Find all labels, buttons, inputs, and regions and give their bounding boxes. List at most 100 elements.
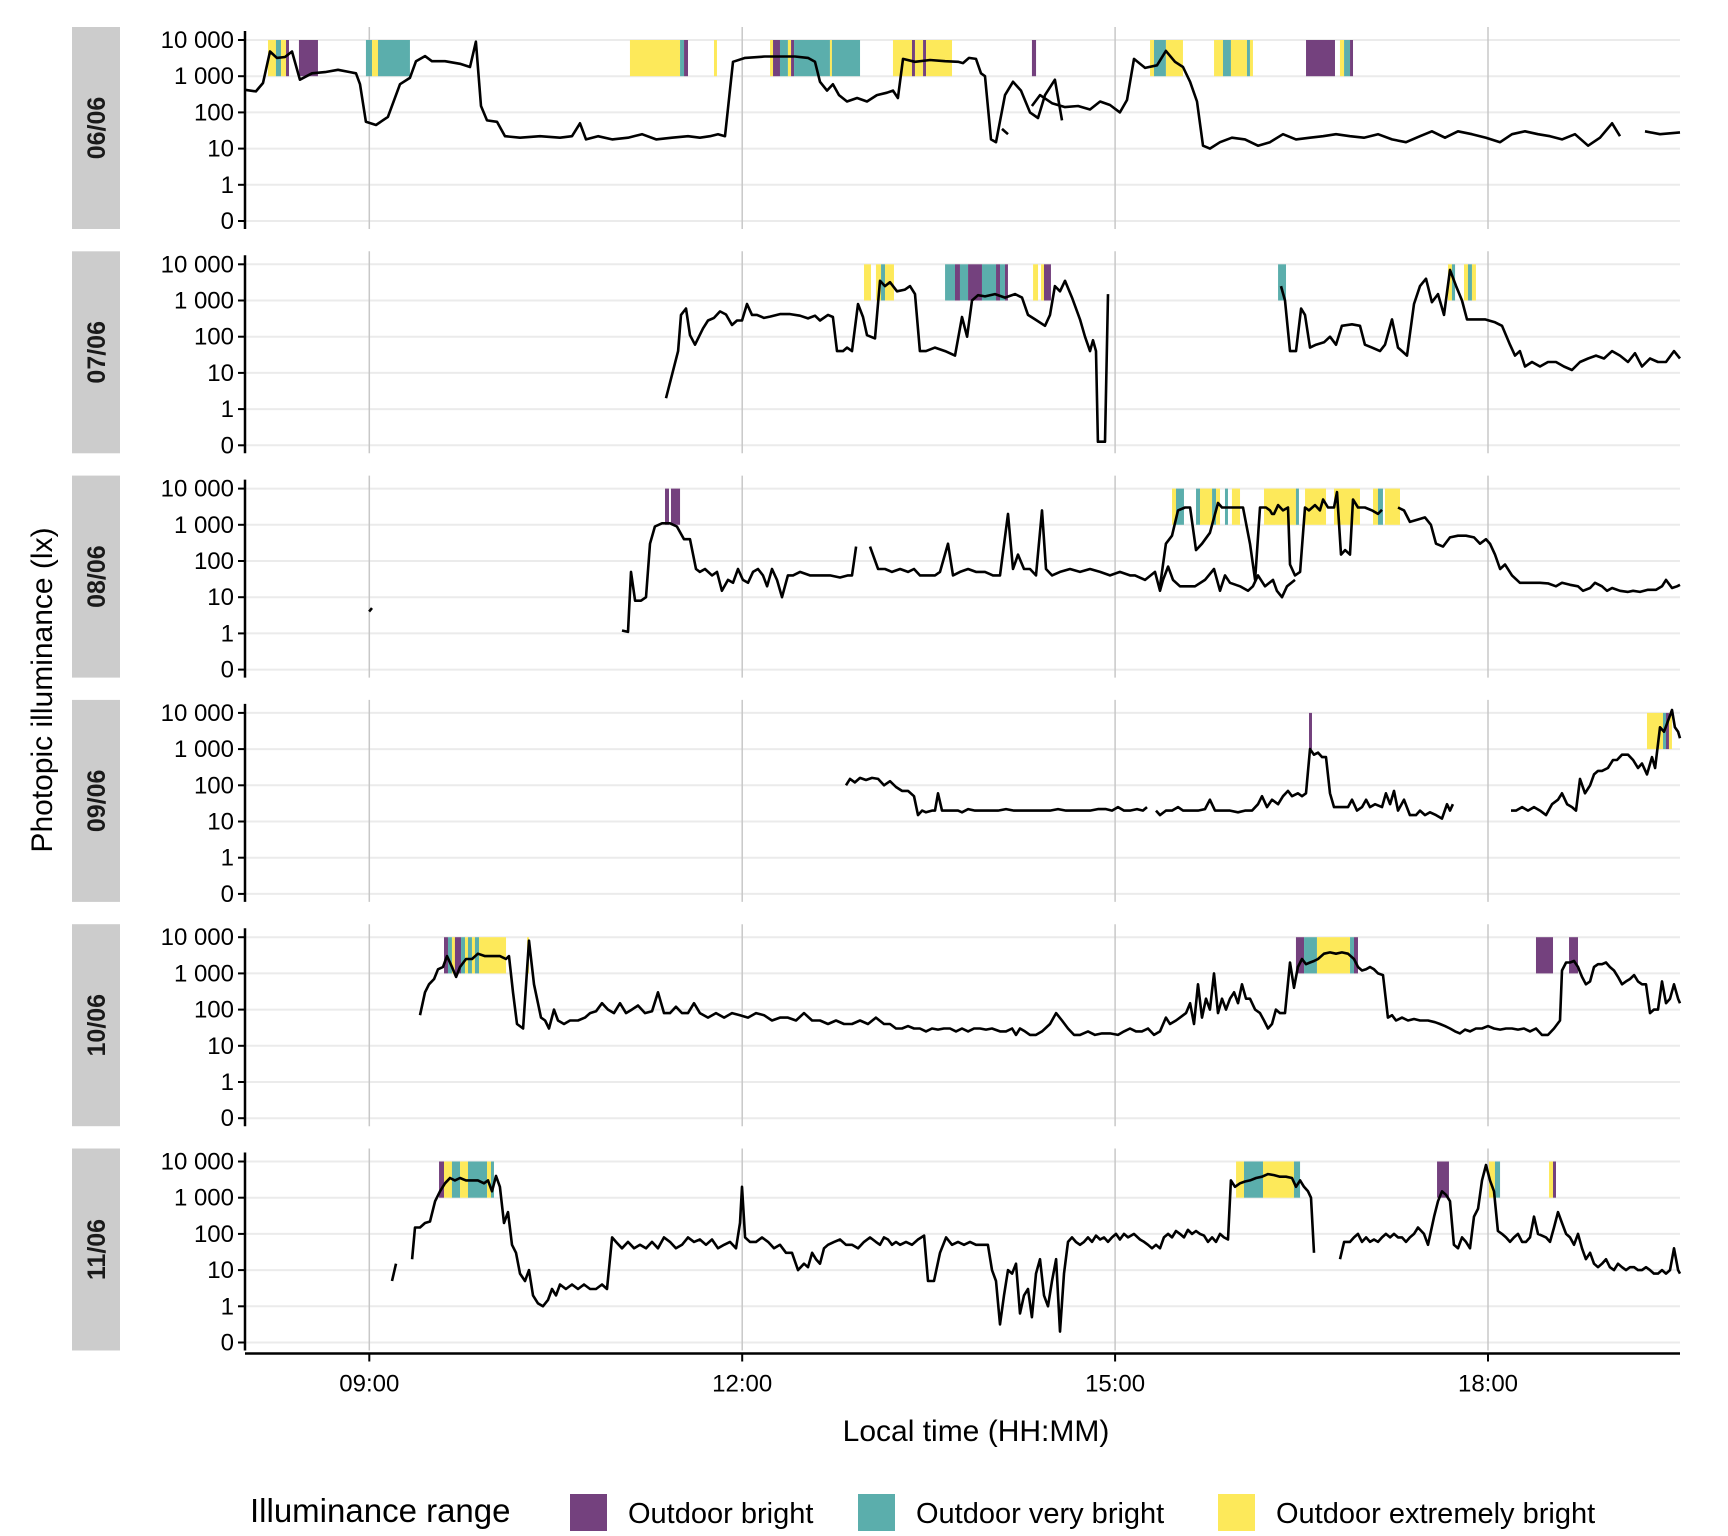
range-band-very-bright [461,937,466,974]
range-band-extremely-bright [372,40,379,77]
range-band-extremely-bright [629,40,681,77]
legend-swatch-bright [570,1494,607,1531]
range-band-extremely-bright [770,40,774,77]
range-band-extremely-bright [1214,40,1223,77]
range-band-extremely-bright [713,40,717,77]
y-tick-label: 1 000 [174,1185,234,1212]
y-tick-label: 10 [207,360,234,387]
y-tick-label: 1 000 [174,736,234,763]
legend-label-bright: Outdoor bright [628,1498,813,1530]
facet-strip [72,699,120,902]
illuminance-line [1155,747,1455,820]
legend-swatch-extremely-bright [1218,1494,1255,1531]
range-band-extremely-bright [1373,488,1378,525]
legend-label-extremely-bright: Outdoor extremely bright [1276,1498,1595,1530]
y-tick-label: 1 [221,620,234,647]
range-band-bright [1306,40,1335,77]
range-band-extremely-bright [1236,1161,1244,1198]
panel-10-06: 10/06 0 1 10 100 1 000 10 000 [72,924,1682,1132]
y-tick-label: 100 [194,997,234,1024]
range-band-extremely-bright [1199,488,1213,525]
range-band-very-bright [680,40,685,77]
range-band-bright [439,1161,445,1198]
y-tick-label: 1 [221,845,234,872]
panel-07-06: 07/06 0 1 10 100 1 000 10 000 [72,251,1682,459]
range-band-bright [1350,40,1354,77]
range-band-very-bright [1176,488,1184,525]
y-tick-label: 100 [194,99,234,126]
range-band-bright [968,264,982,301]
facet-strip-label: 10/06 [83,994,111,1057]
y-tick-label: 1 [221,1293,234,1320]
range-band-very-bright [1350,937,1355,974]
facet-strip [72,27,120,229]
range-band-bright [1665,712,1669,750]
range-band-very-bright [1377,488,1383,525]
range-band-bright [1535,937,1554,974]
y-tick-label: 10 000 [161,251,234,278]
illuminance-line [1511,708,1682,817]
illuminance-line [418,939,1682,1037]
y-tick-label: 10 [207,1033,234,1060]
y-tick-label: 1 000 [174,288,234,315]
range-band-extremely-bright [1165,40,1183,77]
range-band-bright [1553,1161,1556,1198]
range-band-very-bright [1494,1161,1501,1198]
range-band-very-bright [365,40,373,77]
range-band-very-bright [1246,40,1250,77]
range-band-extremely-bright [451,937,455,974]
range-band-very-bright [1304,937,1317,974]
range-band-extremely-bright [1488,1161,1495,1198]
legend: Illuminance range Outdoor bright Outdoor … [250,1492,1595,1531]
range-band-very-bright [981,264,997,301]
range-band-very-bright [831,40,861,77]
illuminance-line [1001,127,1009,136]
range-band-extremely-bright [1249,40,1253,77]
panel-11-06: 11/06 0 1 10 100 1 000 10 000 [72,1148,1682,1357]
y-tick-label: 0 [221,432,234,459]
range-band-extremely-bright [864,264,871,301]
range-band-very-bright [959,264,969,301]
y-tick-label: 1 [221,1069,234,1096]
range-band-bright [773,40,780,77]
range-band-bright [670,488,681,525]
range-band-extremely-bright [1150,40,1155,77]
range-band-extremely-bright [1041,264,1045,301]
y-tick-label: 10 [207,809,234,836]
range-band-extremely-bright [1230,40,1247,77]
range-band-extremely-bright [1464,264,1468,301]
range-band-extremely-bright [1471,264,1476,301]
y-tick-label: 0 [221,1330,234,1357]
y-tick-label: 100 [194,548,234,575]
range-band-bright [286,40,290,77]
range-band-bright [955,264,960,301]
range-band-bright [1044,264,1051,301]
facet-strip [72,251,120,454]
illuminance-line [664,279,1110,443]
facet-strip [72,1148,120,1351]
range-band-very-bright [490,1161,494,1198]
range-band-extremely-bright [1668,712,1672,750]
range-band-bright [911,40,915,77]
y-tick-label: 100 [194,772,234,799]
x-tick-label: 12:00 [712,1371,772,1398]
range-band-very-bright [999,264,1005,301]
range-band-very-bright [1278,264,1287,301]
range-band-bright [1295,937,1305,974]
y-axis-title: Photopic illuminance (lx) [26,527,59,852]
facet-strip-label: 11/06 [83,1219,111,1280]
range-band-bright [684,40,689,77]
range-band-bright [298,40,318,77]
range-band-bright [454,937,462,974]
range-band-very-bright [447,937,452,974]
range-band-extremely-bright [875,264,882,301]
y-tick-label: 1 [221,172,234,199]
x-axis-title: Local time (HH:MM) [843,1415,1110,1448]
range-band-bright [791,40,795,77]
legend-title: Illuminance range [250,1492,511,1529]
range-band-bright [665,488,669,525]
range-band-extremely-bright [1172,488,1177,525]
y-tick-label: 10 000 [161,924,234,951]
